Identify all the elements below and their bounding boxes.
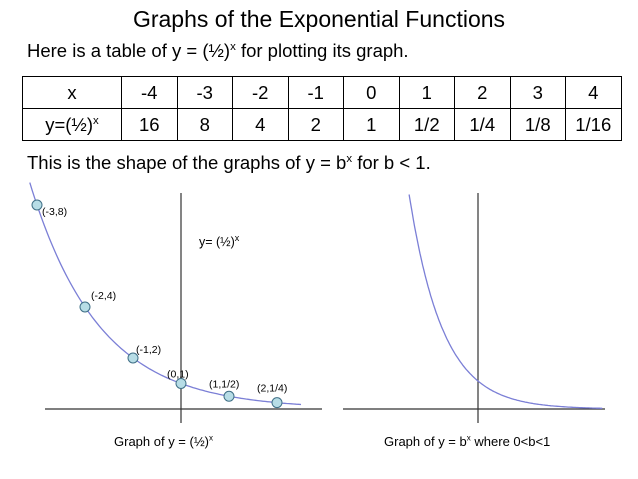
values-table: x -4 -3 -2 -1 0 1 2 3 4 y=(½)x 16 8 4 2 1 1/2 1/4 1/8 1/… [22, 76, 622, 141]
left-points: (-3,8) (-2,4) (-1,2) (0,1) (1,1/2) (2,1/4) [31, 199, 287, 409]
curve-label: y= (½)x [199, 233, 240, 249]
table-cell-y: 2 [287, 108, 344, 141]
left-curve [29, 182, 302, 406]
page-title: Graphs of the Exponential Functions [132, 6, 506, 32]
table-cell-x: -2 [232, 76, 289, 109]
table-cell-x: -4 [121, 76, 178, 109]
table-row-x: x -4 -3 -2 -1 0 1 2 3 4 [22, 76, 622, 109]
point-label: (-3,8) [42, 206, 67, 218]
table-cell-y: 8 [176, 108, 233, 141]
point-label: (-1,2) [136, 344, 161, 356]
point-label: (-2,4) [91, 290, 116, 302]
table-cell-y: 16 [121, 108, 178, 141]
point-label: (0,1) [167, 369, 189, 381]
table-cell-x: 2 [454, 76, 511, 109]
table-cell-y: 1/2 [398, 108, 455, 141]
data-point [79, 301, 91, 313]
table-cell-x: 3 [509, 76, 566, 109]
table-cell-y: 1 [343, 108, 400, 141]
table-cell-y: 1/16 [565, 108, 622, 141]
right-caption: Graph of y = bx where 0<b<1 [384, 433, 551, 449]
point-label: (2,1/4) [257, 383, 287, 395]
data-point [31, 199, 43, 211]
intro-text: Here is a table of y = (½)x for plotting… [27, 40, 409, 61]
table-cell-x: 4 [565, 76, 622, 109]
data-point [127, 352, 139, 364]
shape-text: This is the shape of the graphs of y = b… [27, 152, 431, 173]
data-point [223, 390, 235, 402]
table-cell-y: 4 [232, 108, 289, 141]
left-caption: Graph of y = (½)x [114, 433, 214, 449]
point-label: (1,1/2) [209, 378, 239, 390]
table-row-y: y=(½)x 16 8 4 2 1 1/2 1/4 1/8 1/16 [22, 108, 622, 141]
table-cell-y: 1/4 [454, 108, 511, 141]
table-cell-x: 0 [343, 76, 400, 109]
data-point [175, 378, 187, 389]
table-header-label: x [22, 76, 122, 109]
table-row-label: y=(½)x [22, 108, 122, 141]
table-cell-y: 1/8 [509, 108, 566, 141]
right-curve [408, 194, 603, 409]
data-point [271, 397, 283, 409]
